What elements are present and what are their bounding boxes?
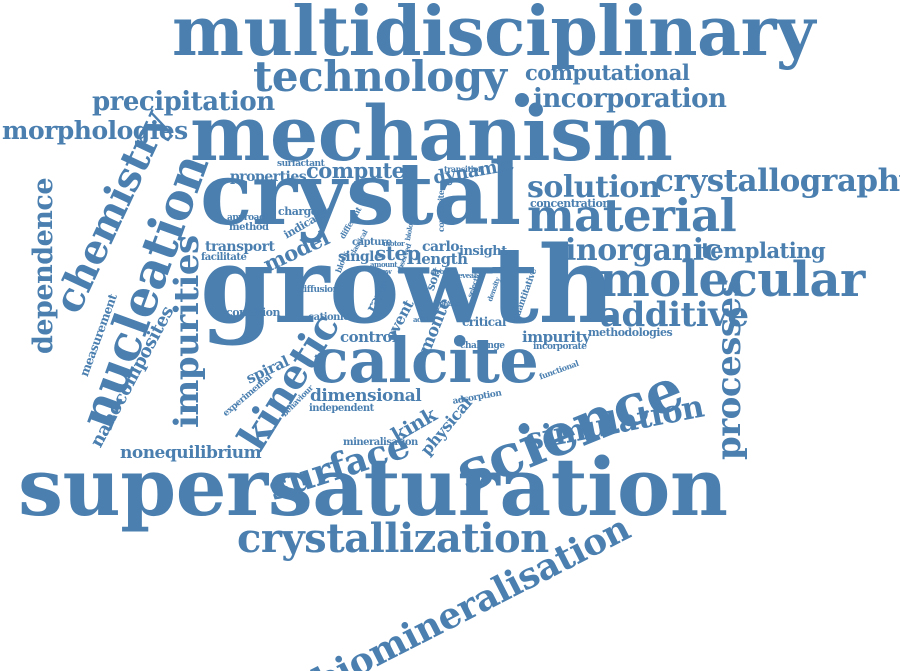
word-cationic: cationic xyxy=(308,312,349,323)
word-computational: computational xyxy=(525,60,690,85)
word-morphologies: morphologies xyxy=(2,116,188,145)
word-composite: composite xyxy=(436,190,446,232)
word-condition: condition xyxy=(226,306,281,319)
word-insight: insight xyxy=(459,244,507,259)
word-grow-2: grow xyxy=(432,267,450,276)
word-challenge: challenge xyxy=(460,341,505,351)
word-calcite: calcite xyxy=(311,324,539,397)
word-motor: motor xyxy=(383,239,405,248)
word-computer: computer xyxy=(306,158,416,183)
word-templating: templating xyxy=(701,238,826,263)
word-charged: charged xyxy=(278,205,325,218)
word-transport: transport xyxy=(205,239,275,255)
word-step: step xyxy=(375,241,421,265)
word-critical: critical xyxy=(462,315,506,329)
word-inorganic: inorganic xyxy=(565,233,722,268)
word-crystallography: crystallography xyxy=(655,163,900,199)
word-facilitate: facilitate xyxy=(201,252,247,263)
word-dependence: dependence xyxy=(28,177,59,354)
word-incorporate: incorporate xyxy=(533,342,587,352)
word-dimensional: dimensional xyxy=(310,386,422,406)
word-independent: independent xyxy=(309,403,374,414)
word-method: method xyxy=(229,222,269,233)
word-technology: technology xyxy=(253,52,507,101)
word-material: material xyxy=(527,189,737,242)
word-impurities: impurities xyxy=(167,235,207,428)
word-processes: processes xyxy=(709,278,749,460)
word-length: length xyxy=(416,250,468,268)
word-single: single xyxy=(338,249,383,265)
word-grow: grow xyxy=(374,267,392,276)
word-reveal: reveal xyxy=(455,271,476,280)
word-amount: amount xyxy=(370,260,398,269)
word-molecular: molecular xyxy=(599,252,865,308)
word-transition: transition xyxy=(444,164,484,174)
word-mineralisation: mineralisation xyxy=(343,437,418,448)
word-mechanism: mechanism xyxy=(190,89,673,178)
word-nonequilibrium: nonequilibrium xyxy=(120,443,262,463)
word-phase: phase xyxy=(439,299,460,308)
word-capture: capture xyxy=(352,237,392,248)
word-precipitation: precipitation xyxy=(92,87,275,117)
word-supersaturation: supersaturation xyxy=(18,440,728,534)
word-crystallization: crystallization xyxy=(237,515,549,562)
word-impurity: impurity xyxy=(522,328,591,346)
word-multidisciplinary: multidisciplinary xyxy=(172,0,815,72)
word-additive: additive xyxy=(600,295,749,335)
word-growth: growth xyxy=(200,222,615,347)
word-crystal: crystal xyxy=(200,144,521,245)
word-incorporation: incorporation xyxy=(533,84,727,114)
word-functional: functional xyxy=(537,358,580,382)
word-methodologies: methodologies xyxy=(588,326,673,339)
word-control: control xyxy=(340,328,398,346)
word-solution: solution xyxy=(527,170,661,205)
word-carlo: carlo xyxy=(422,239,460,255)
word-surfactant: surfactant xyxy=(277,159,325,169)
word-dot xyxy=(515,93,529,107)
word-acid: acid xyxy=(413,315,428,324)
word-properties: properties xyxy=(230,169,307,185)
word-concentration: concentration xyxy=(530,197,610,210)
word-diffusion: diffusion xyxy=(298,285,339,295)
word-approach: approach xyxy=(227,213,271,223)
